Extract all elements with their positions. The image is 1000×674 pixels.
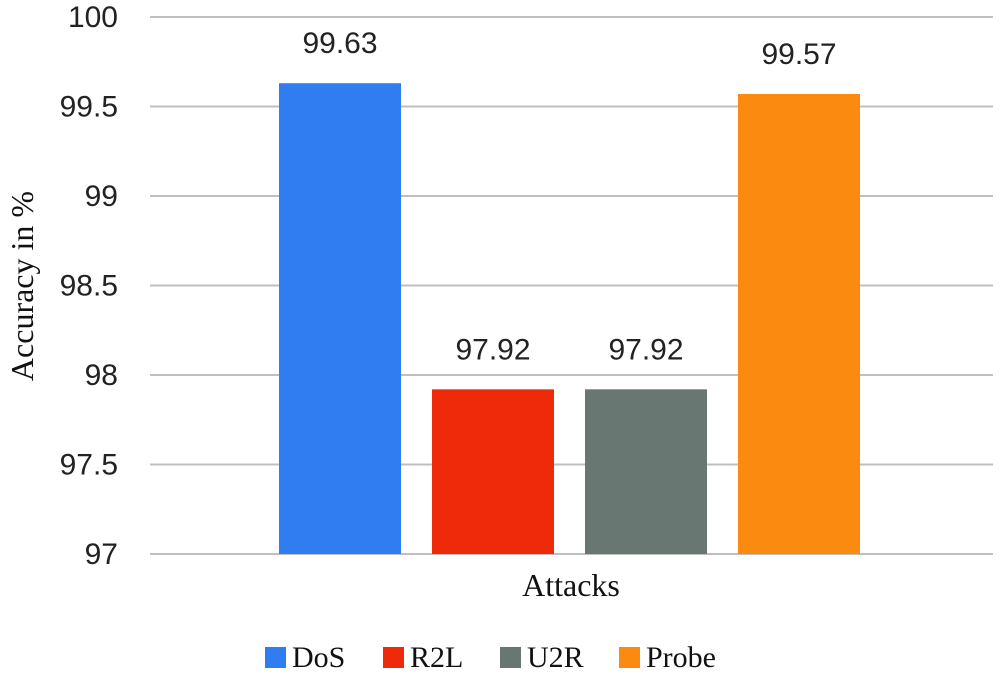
legend-swatch-probe (619, 647, 640, 668)
y-tick-label: 100 (68, 1, 118, 34)
y-tick-label: 99.5 (60, 91, 118, 124)
data-labels: 99.63 97.92 97.92 99.57 (302, 27, 836, 366)
bar-probe (738, 93, 860, 554)
legend-label-u2r: U2R (527, 641, 584, 674)
x-axis-title: Attacks (522, 567, 620, 603)
y-tick-label: 98.5 (60, 270, 118, 303)
bar-r2l (432, 389, 554, 554)
legend-swatch-dos (265, 647, 286, 668)
legend: DoS R2L U2R Probe (265, 641, 716, 674)
data-label-r2l: 97.92 (455, 333, 530, 366)
legend-label-dos: DoS (292, 641, 345, 674)
legend-label-probe: Probe (646, 641, 716, 674)
y-tick-label: 98 (85, 359, 118, 392)
gridlines (150, 16, 993, 555)
bar-u2r (585, 389, 707, 554)
bars (279, 83, 860, 554)
y-tick-label: 97.5 (60, 449, 118, 482)
y-axis-ticks: 97 97.5 98 98.5 99 99.5 100 (60, 1, 118, 571)
bar-dos (279, 83, 401, 554)
legend-swatch-r2l (383, 647, 404, 668)
data-label-dos: 99.63 (302, 27, 377, 60)
data-label-u2r: 97.92 (608, 333, 683, 366)
legend-swatch-u2r (500, 647, 521, 668)
y-tick-label: 97 (85, 538, 118, 571)
y-tick-label: 99 (85, 180, 118, 213)
y-axis-title: Accuracy in % (4, 191, 40, 381)
data-label-probe: 99.57 (761, 38, 836, 71)
legend-label-r2l: R2L (410, 641, 463, 674)
